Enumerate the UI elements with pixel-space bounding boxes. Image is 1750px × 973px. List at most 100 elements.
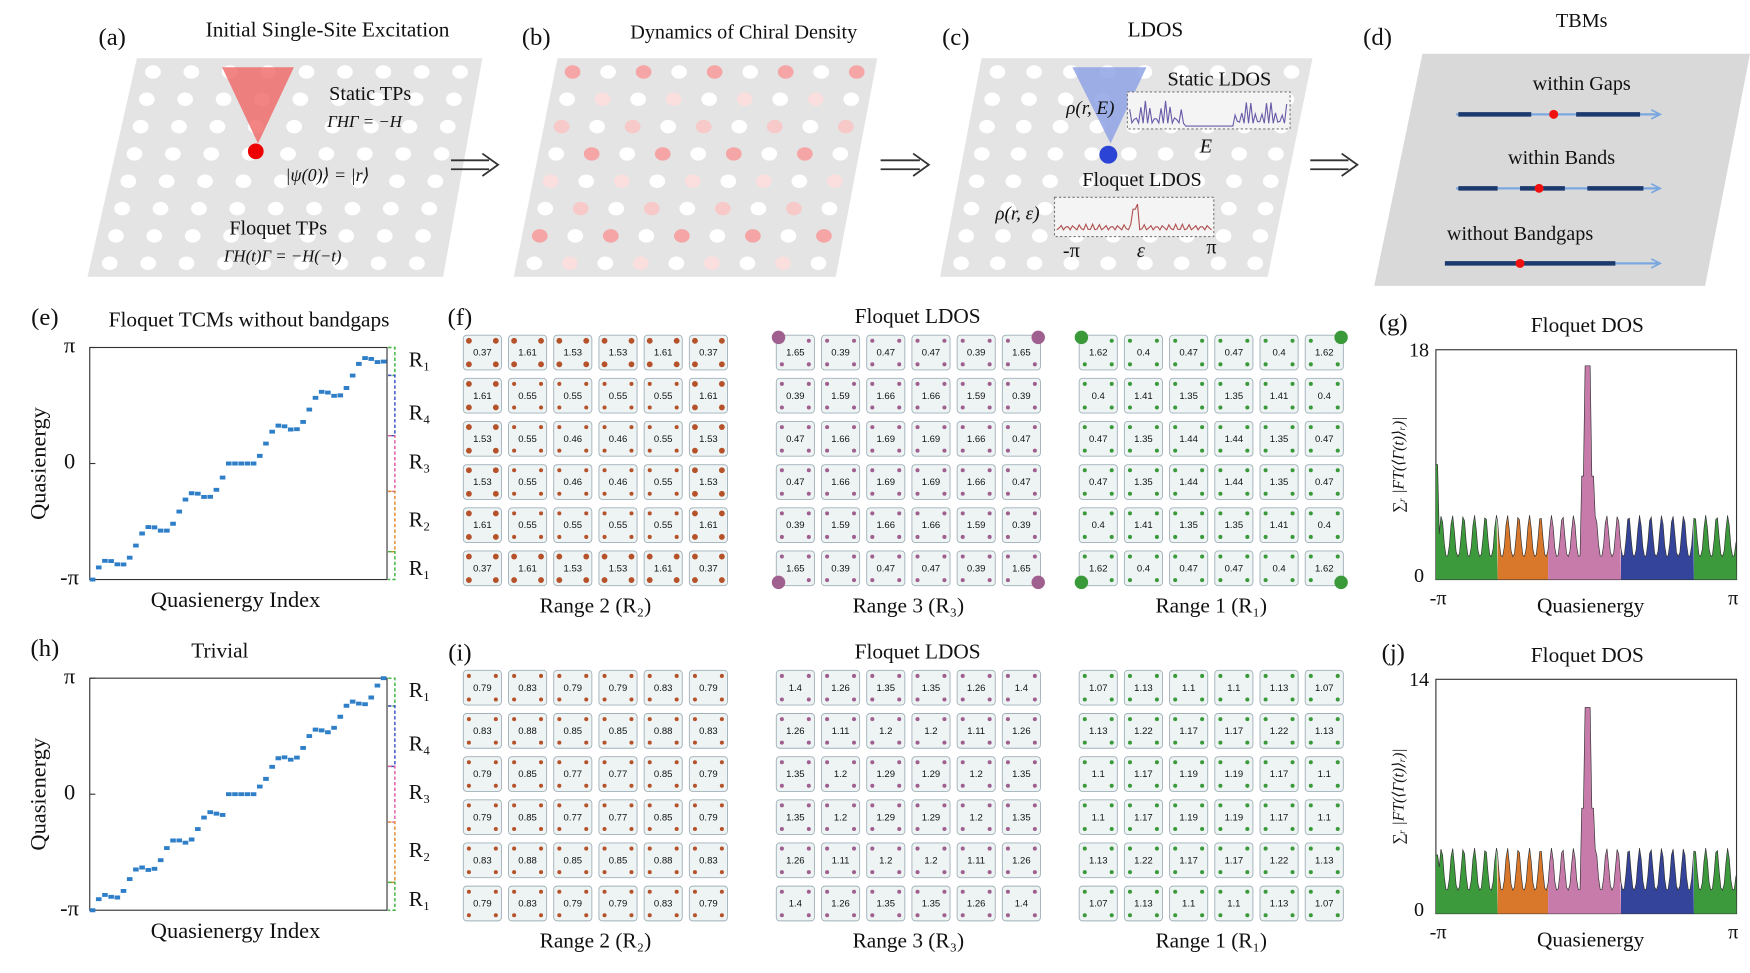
ldos-cell (1214, 842, 1254, 879)
site-dot (629, 381, 634, 386)
site-dot (1082, 534, 1087, 539)
ldos-cell (643, 669, 683, 706)
site-dot (825, 697, 830, 702)
site-dot (1082, 889, 1087, 894)
site-dot (1082, 846, 1087, 851)
site-dot (1335, 740, 1340, 745)
site-dot (806, 717, 811, 722)
site-dot (987, 468, 992, 473)
cell-value: 0.47 (1012, 477, 1031, 488)
ldos-cell (598, 885, 638, 922)
ldos-cell (1078, 550, 1118, 587)
site-dot (779, 405, 784, 410)
lattice-site (1257, 201, 1274, 216)
lattice-site (389, 174, 405, 188)
site-dot (584, 381, 589, 386)
cell-value: 0.47 (1225, 348, 1244, 359)
site-dot (1173, 362, 1178, 367)
site-dot (825, 405, 830, 410)
cell-value: 1.53 (564, 563, 583, 574)
ldos-cell (821, 885, 861, 922)
cell-value: 1.4 (1015, 683, 1029, 694)
site-dot (779, 846, 784, 851)
ldos-cell (1078, 669, 1118, 706)
cell-value: 1.07 (1089, 899, 1108, 910)
site-dot (1032, 913, 1037, 918)
site-dot (915, 846, 920, 851)
site-dot (583, 577, 590, 584)
energy-axis-head (1650, 183, 1663, 194)
site-dot (1173, 491, 1178, 496)
site-dot (465, 381, 472, 387)
site-dot (512, 381, 517, 386)
site-dot (1127, 425, 1133, 430)
site-dot (647, 405, 652, 410)
site-dot (1032, 760, 1037, 765)
lattice-site (183, 65, 200, 79)
cell-value: 1.13 (1134, 683, 1153, 694)
cell-value: 0.55 (609, 391, 628, 402)
site-dot (493, 783, 498, 788)
site-dot (466, 913, 471, 918)
dos-segment (1548, 365, 1621, 580)
site-dot (870, 491, 875, 496)
y-axis-label: Quasienergy (26, 737, 51, 851)
site-dot (692, 510, 698, 517)
cell-value: 0.4 (1092, 520, 1106, 531)
cell-value: 0.47 (1012, 434, 1031, 445)
ldos-cell (775, 669, 815, 706)
lattice-site (1210, 65, 1226, 79)
cell-value: 0.85 (654, 812, 673, 823)
site-dot (1154, 491, 1159, 496)
site-dot (466, 846, 471, 851)
site-dot (1109, 870, 1114, 875)
ldos-cell (1078, 464, 1118, 500)
cell-value: 0.83 (699, 855, 718, 866)
site-dot (584, 534, 589, 539)
site-dot (1290, 468, 1295, 473)
lattice-site (300, 229, 316, 243)
grid-caption: Range 1 (R₁) (1155, 929, 1267, 953)
site-dot (1290, 381, 1295, 386)
lattice-site (1137, 256, 1153, 270)
ldos-cell (1214, 713, 1254, 749)
lattice-site (1000, 201, 1017, 216)
site-dot (512, 717, 517, 722)
site-dot (466, 717, 471, 722)
site-dot (539, 889, 544, 894)
ldos-cell (1169, 550, 1209, 587)
ldos-cell (1259, 464, 1299, 500)
cell-value: 0.55 (654, 520, 673, 531)
cell-value: 1.35 (1134, 434, 1153, 445)
site-dot (897, 717, 902, 722)
ldos-cell (911, 842, 951, 879)
site-dot (718, 467, 725, 474)
excitation-site (247, 143, 264, 160)
ldos-cell (956, 713, 996, 749)
site-dot (646, 337, 653, 344)
site-dot (1032, 740, 1037, 745)
panel-title: Dynamics of Chiral Density (630, 21, 857, 43)
site-dot (557, 511, 562, 516)
site-dot (719, 740, 724, 745)
site-dot (647, 889, 652, 894)
ldos-cell (1078, 507, 1118, 543)
site-dot (942, 889, 947, 894)
lattice-site (293, 256, 310, 270)
site-dot (493, 803, 498, 808)
cell-value: 0.47 (1315, 434, 1334, 445)
cell-value: 0.47 (877, 563, 896, 574)
site-dot (806, 448, 811, 453)
ldos-cell (688, 799, 728, 836)
ldos-cell (821, 669, 861, 706)
site-dot (897, 405, 902, 410)
ldos-cell (688, 464, 728, 500)
lattice-site (553, 119, 570, 134)
site-dot (646, 361, 653, 368)
cell-value: 1.1 (1182, 899, 1195, 910)
site-dot (673, 553, 680, 560)
site-dot (602, 740, 607, 745)
cell-value: 1.62 (1315, 348, 1334, 359)
site-dot (897, 425, 902, 430)
site-dot (852, 381, 857, 386)
